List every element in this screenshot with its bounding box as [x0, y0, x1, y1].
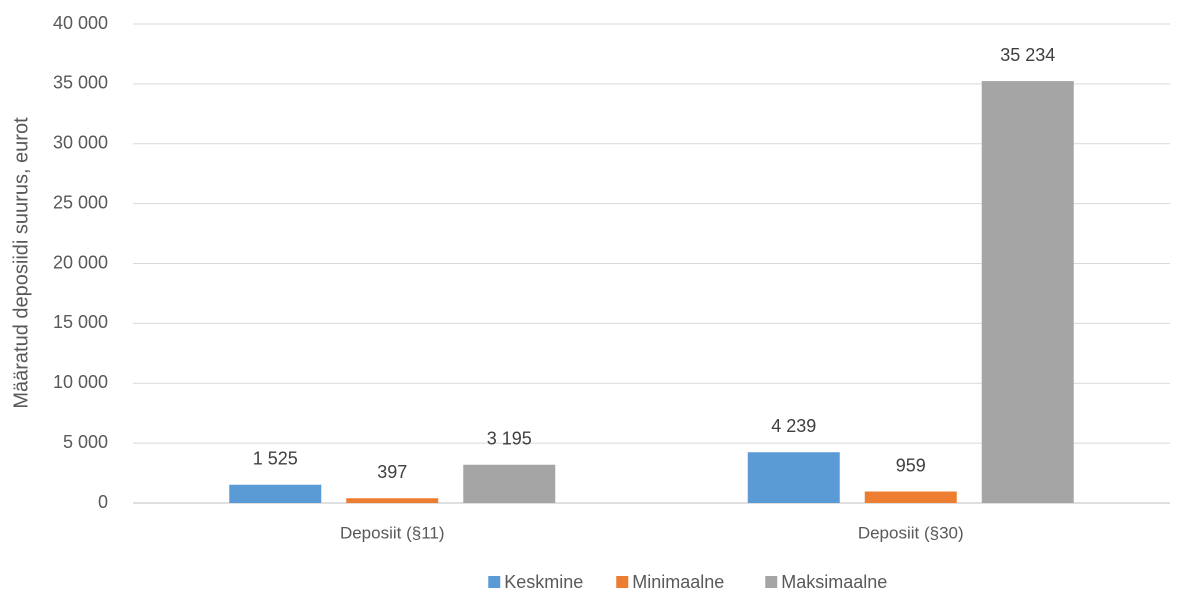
legend-label: Keskmine	[504, 572, 583, 592]
y-tick-label: 35 000	[53, 73, 108, 93]
data-label: 1 525	[253, 448, 298, 468]
y-tick-label: 15 000	[53, 312, 108, 332]
legend-swatch	[616, 576, 629, 588]
x-tick-label: Deposiit (§11)	[340, 523, 445, 542]
y-tick-label: 25 000	[53, 192, 108, 212]
bar	[864, 491, 957, 503]
y-tick-label: 30 000	[53, 133, 108, 153]
data-label: 959	[896, 455, 926, 475]
data-label: 397	[377, 462, 407, 482]
y-tick-label: 20 000	[53, 252, 108, 272]
data-label: 35 234	[1000, 45, 1055, 65]
legend-swatch	[765, 576, 778, 588]
y-tick-label: 40 000	[53, 13, 108, 33]
legend-label: Maksimaalne	[781, 572, 887, 592]
bar	[229, 484, 322, 503]
legend-label: Minimaalne	[632, 572, 724, 592]
data-label: 3 195	[487, 428, 532, 448]
y-tick-label: 0	[98, 492, 108, 512]
bar	[747, 452, 840, 503]
legend-swatch	[488, 576, 501, 588]
y-tick-label: 5 000	[63, 432, 108, 452]
x-tick-label: Deposiit (§30)	[858, 523, 964, 542]
bar	[346, 498, 439, 503]
data-label: 4 239	[771, 416, 816, 436]
y-tick-label: 10 000	[53, 372, 108, 392]
bar	[463, 464, 556, 503]
bar	[981, 81, 1074, 504]
y-axis-title: Määratud deposiidi suurus, eurot	[10, 117, 32, 409]
